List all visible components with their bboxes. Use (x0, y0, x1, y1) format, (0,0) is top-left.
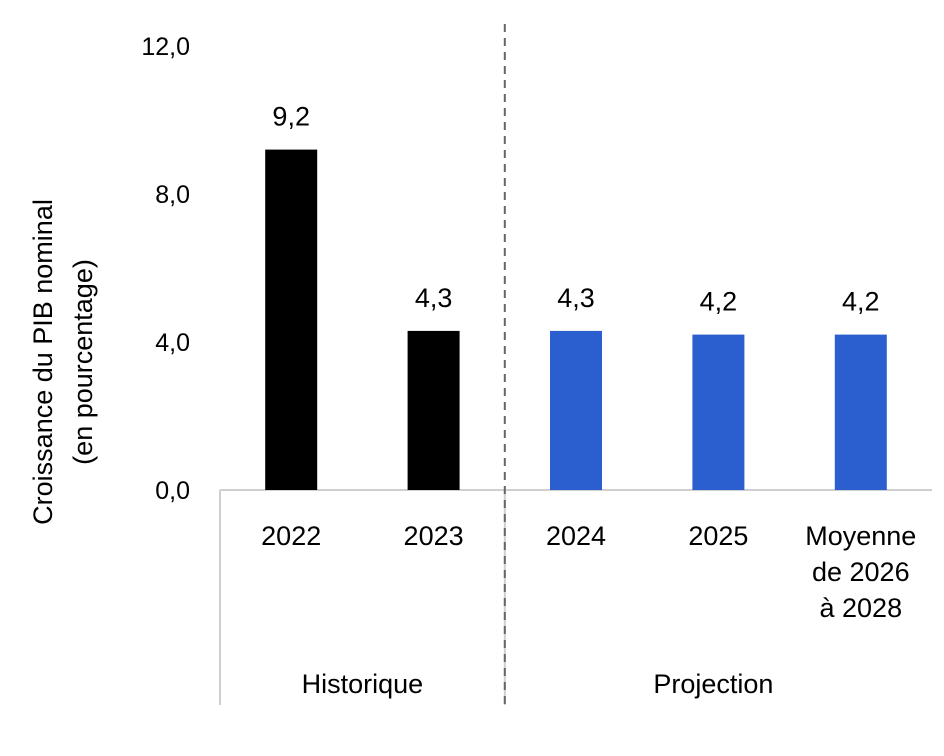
bar (265, 149, 318, 490)
y-tick-label: 0,0 (155, 477, 190, 505)
data-label: 4,2 (842, 287, 880, 317)
y-tick-label: 4,0 (155, 329, 190, 357)
data-labels: 9,2 4,3 4,3 4,2 4,2 (272, 102, 879, 317)
y-axis-ticks: 0,0 4,0 8,0 12,0 (141, 33, 190, 505)
y-tick-label: 12,0 (141, 33, 190, 61)
y-axis-label-line: (en pourcentage) (68, 259, 98, 465)
bars (265, 149, 887, 490)
data-label: 4,2 (700, 287, 738, 317)
category-label: 2024 (546, 521, 606, 551)
group-label: Historique (302, 669, 424, 699)
bar (692, 334, 745, 490)
data-label: 4,3 (557, 283, 595, 313)
data-label: 9,2 (272, 102, 310, 132)
y-tick-label: 8,0 (155, 181, 190, 209)
category-labels: 2022 2023 2024 2025 Moyenne de 2026 à 2028 (261, 521, 916, 623)
group-label: Projection (653, 669, 773, 699)
data-label: 4,3 (415, 283, 453, 313)
category-label: à 2028 (820, 593, 903, 623)
y-axis-label: Croissance du PIB nominal (en pourcentage… (28, 199, 98, 525)
bar (550, 330, 602, 490)
category-label: 2023 (404, 521, 464, 551)
y-axis-label-line: Croissance du PIB nominal (28, 199, 58, 525)
category-label: de 2026 (812, 557, 910, 587)
category-label: Moyenne (805, 521, 916, 551)
group-labels: Historique Projection (302, 669, 774, 699)
bar (407, 330, 460, 490)
category-label: 2022 (261, 521, 321, 551)
category-label: 2025 (688, 521, 748, 551)
bar (834, 334, 887, 490)
